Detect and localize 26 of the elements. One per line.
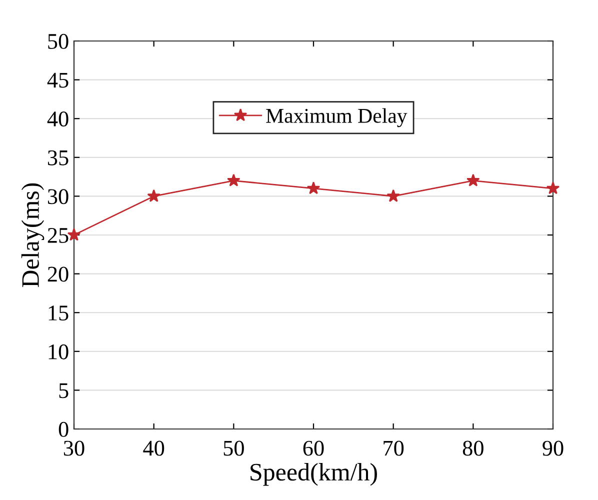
point	[546, 181, 560, 194]
y-tick-label: 35	[48, 150, 68, 166]
point	[306, 181, 320, 194]
point	[227, 174, 240, 186]
x-tick-label: 50	[224, 440, 244, 456]
y-tick-label: 40	[47, 112, 68, 127]
y-tick-label: 5	[59, 383, 68, 398]
y-tick-label: 20	[48, 266, 68, 282]
x-tick-label: 40	[143, 440, 164, 456]
y-tick-label: 25	[48, 228, 68, 243]
y-tick-label: 10	[48, 344, 68, 360]
point	[466, 174, 480, 186]
y-tick-label: 15	[48, 306, 68, 321]
y-tick-label: 45	[47, 72, 68, 88]
x-tick-label: 80	[462, 440, 484, 456]
y-axis-title: Delay(ms)	[21, 183, 44, 288]
y-tick-label: 30	[48, 189, 68, 204]
x-tick-label: 90	[542, 440, 564, 456]
point	[147, 189, 160, 202]
x-tick-label: 70	[384, 440, 404, 456]
x-tick-label: 60	[303, 440, 324, 456]
point	[386, 189, 400, 202]
y-tick-label: 0	[58, 422, 68, 437]
x-axis-title: Speed(km/h)	[250, 463, 377, 486]
legend-label: Maximum Delay	[266, 108, 408, 128]
y-tick-label: 50	[48, 34, 68, 49]
